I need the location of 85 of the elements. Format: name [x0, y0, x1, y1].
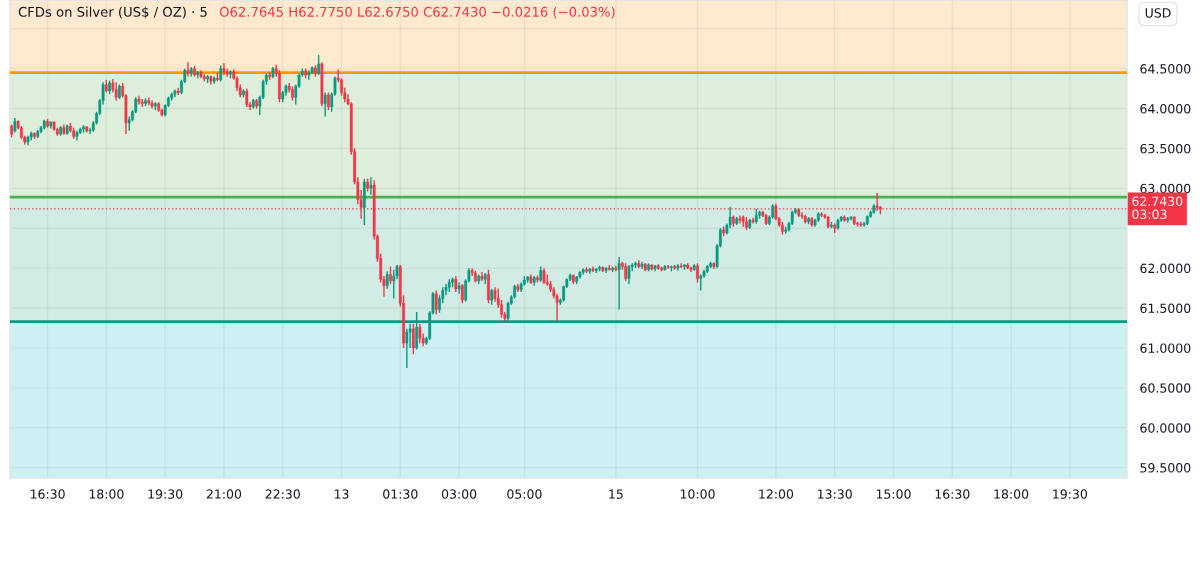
candlestick — [46, 118, 49, 129]
candlestick — [709, 261, 712, 269]
candlestick — [229, 69, 232, 79]
candlestick — [745, 216, 748, 231]
x-tick-label: 13 — [334, 489, 349, 499]
chart-subtitle: O62.7645 H62.7750 L62.6750 C62.7430 −0.0216 (−0.03%) — [219, 6, 615, 19]
candlestick — [781, 221, 784, 236]
y-tick-label: 60.0000 — [1140, 423, 1191, 433]
y-tick-label: 63.0000 — [1140, 183, 1191, 194]
x-tick-label: 22:30 — [265, 489, 300, 499]
y-tick-label: 61.0000 — [1140, 343, 1191, 353]
x-tick-label: 16:30 — [935, 489, 970, 499]
candlestick — [670, 265, 673, 273]
x-tick-label: 15:00 — [876, 489, 911, 499]
candlestick — [405, 328, 409, 369]
candlestick — [758, 209, 761, 220]
y-tick-label: 59.5000 — [1140, 463, 1191, 473]
candlestick — [389, 265, 392, 285]
x-tick-label: 18:00 — [89, 489, 124, 499]
candlestick — [598, 265, 601, 273]
x-tick-label: 01:30 — [383, 489, 418, 499]
candlestick — [418, 323, 422, 344]
candlestick — [611, 265, 614, 273]
candlestick — [242, 88, 245, 99]
ref-line-label: 62.7430 03:03 — [1132, 196, 1183, 219]
x-tick-label: 13:30 — [818, 489, 852, 499]
candlestick — [144, 97, 147, 107]
candlestick — [216, 71, 219, 83]
candlestick — [585, 266, 588, 274]
candlestick — [304, 67, 307, 79]
candlestick — [696, 262, 699, 284]
candlestick — [660, 265, 663, 273]
candlestick — [800, 211, 804, 220]
y-tick-label: 63.5000 — [1140, 143, 1191, 154]
candlestick — [307, 69, 311, 81]
y-tick-label: 60.5000 — [1140, 383, 1191, 393]
candlestick — [843, 214, 846, 223]
candlestick — [278, 69, 281, 103]
x-tick-label: 18:00 — [994, 489, 1029, 499]
x-tick-label: 12:00 — [759, 489, 794, 499]
y-tick-label: 62.0000 — [1140, 263, 1191, 274]
x-tick-label: 19:30 — [148, 489, 183, 499]
candlestick — [327, 91, 330, 111]
candlestick — [366, 178, 370, 193]
x-tick-label: 05:00 — [507, 489, 542, 499]
candlestick — [627, 264, 631, 285]
candlestick — [157, 101, 160, 113]
candlestick — [722, 225, 726, 237]
x-tick-label: 10:00 — [680, 489, 715, 499]
candlestick — [434, 289, 438, 316]
y-tick-label: 64.0000 — [1140, 104, 1191, 114]
candlestick — [108, 79, 111, 95]
candlestick — [451, 277, 454, 288]
x-tick-label: 03:00 — [441, 489, 477, 499]
candlestick — [317, 54, 321, 76]
x-tick-label: 15 — [609, 489, 623, 499]
candlestick — [572, 273, 575, 285]
candlestick — [291, 85, 294, 102]
x-tick-label: 16:30 — [30, 489, 65, 499]
candlestick — [683, 263, 686, 271]
y-tick-label: 61.5000 — [1140, 303, 1191, 313]
x-tick-label: 21:00 — [206, 489, 242, 499]
candlestick — [206, 74, 209, 84]
candlestick — [732, 214, 735, 228]
candlestick — [114, 81, 118, 102]
candlestick — [33, 131, 36, 140]
candlestick — [392, 269, 396, 300]
candlestick — [323, 91, 327, 118]
candlestick — [118, 83, 121, 100]
y-axis-title: USD — [1145, 8, 1171, 18]
candlestick — [255, 98, 258, 110]
candlestick — [807, 216, 810, 225]
candlestick — [245, 87, 249, 108]
candlestick — [474, 269, 477, 284]
candlestick — [536, 274, 539, 284]
candlestick — [369, 176, 373, 196]
candlestick — [487, 269, 490, 304]
candlestick — [647, 262, 650, 273]
candlestick — [82, 124, 85, 134]
y-tick-label: 64.5000 — [1140, 64, 1191, 74]
candlestick — [830, 221, 833, 229]
candlestick — [193, 65, 196, 78]
chart-title: CFDs on Silver (US$ / OZ) · 5 — [18, 6, 207, 19]
x-tick-label: 19:30 — [1053, 489, 1088, 499]
candlestick — [634, 261, 637, 269]
